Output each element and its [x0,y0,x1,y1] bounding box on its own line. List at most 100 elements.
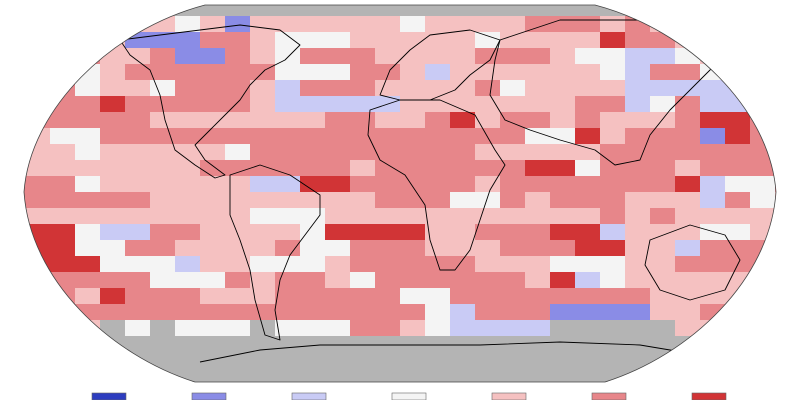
anomaly-cell [100,16,126,33]
anomaly-cell [150,5,176,17]
anomaly-cell [775,144,776,161]
anomaly-cell [200,208,226,225]
anomaly-cell [225,80,251,97]
anomaly-cell [250,336,276,353]
legend-swatch [491,392,527,400]
anomaly-cell [425,32,451,49]
anomaly-cell [300,320,326,337]
anomaly-cell [175,32,201,49]
anomaly-cell [300,368,326,382]
anomaly-cell [175,96,201,113]
anomaly-cell [725,5,751,17]
anomaly-cell [750,192,776,209]
anomaly-cell [250,96,276,113]
anomaly-cell [650,304,676,321]
anomaly-cell [600,5,626,17]
anomaly-cell [500,5,526,17]
anomaly-cell [325,256,351,273]
anomaly-cell [600,272,626,289]
anomaly-cell [125,224,151,241]
anomaly-cell [100,272,126,289]
legend-swatch [191,392,227,400]
anomaly-cell [775,48,776,65]
anomaly-cell [25,384,51,400]
anomaly-cell [25,80,51,97]
anomaly-cell [600,16,626,33]
anomaly-cell [675,64,701,81]
anomaly-cell [450,368,476,382]
anomaly-cell [25,160,51,177]
anomaly-cell [425,112,451,129]
anomaly-cell [50,32,76,49]
anomaly-cell [175,64,201,81]
anomaly-cell [50,352,76,369]
anomaly-cell [600,304,626,321]
anomaly-cell [375,32,401,49]
anomaly-cell [675,288,701,305]
anomaly-cell [125,192,151,209]
anomaly-cell [650,96,676,113]
anomaly-cell [200,304,226,321]
anomaly-cell [225,272,251,289]
anomaly-cell [300,240,326,257]
anomaly-cell [25,208,51,225]
anomaly-cell [100,64,126,81]
anomaly-cell [75,144,101,161]
anomaly-cell [425,320,451,337]
anomaly-cell [350,176,376,193]
anomaly-cell [500,192,526,209]
anomaly-cell [700,192,726,209]
anomaly-cell [500,208,526,225]
anomaly-cell [175,16,201,33]
anomaly-cell [250,5,276,17]
anomaly-cell [150,208,176,225]
anomaly-cell [325,224,351,241]
anomaly-cell [325,208,351,225]
anomaly-cell [525,224,551,241]
anomaly-cell [250,144,276,161]
anomaly-cell [400,368,426,382]
anomaly-cell [25,224,51,241]
anomaly-cell [400,96,426,113]
anomaly-cell [700,368,726,382]
anomaly-cell [725,128,751,145]
anomaly-cell [650,160,676,177]
anomaly-cell [25,352,51,369]
anomaly-cell [24,288,26,305]
anomaly-cell [525,112,551,129]
anomaly-cell [425,144,451,161]
anomaly-cell [775,256,776,273]
anomaly-cell [675,160,701,177]
anomaly-cell [200,80,226,97]
anomaly-cell [675,240,701,257]
anomaly-cell [25,304,51,321]
anomaly-cell [775,352,776,369]
anomaly-cell [250,128,276,145]
anomaly-cell [250,32,276,49]
anomaly-cell [775,5,776,17]
anomaly-cell [350,16,376,33]
anomaly-cell [475,320,501,337]
anomaly-cell [125,64,151,81]
anomaly-cell [425,304,451,321]
anomaly-cell [575,5,601,17]
anomaly-cell [625,208,651,225]
anomaly-cell [600,112,626,129]
anomaly-cell [175,320,201,337]
anomaly-cell [475,224,501,241]
anomaly-cell [275,352,301,369]
anomaly-cell [50,5,76,17]
anomaly-cell [175,288,201,305]
anomaly-cell [50,16,76,33]
anomaly-cell [275,304,301,321]
anomaly-cell [450,128,476,145]
anomaly-cell [675,16,701,33]
anomaly-cell [675,192,701,209]
anomaly-cell [100,176,126,193]
anomaly-cell [775,192,776,209]
anomaly-cell [725,16,751,33]
anomaly-cell [525,32,551,49]
anomaly-cell [250,224,276,241]
anomaly-cell [400,176,426,193]
anomaly-cell [475,272,501,289]
